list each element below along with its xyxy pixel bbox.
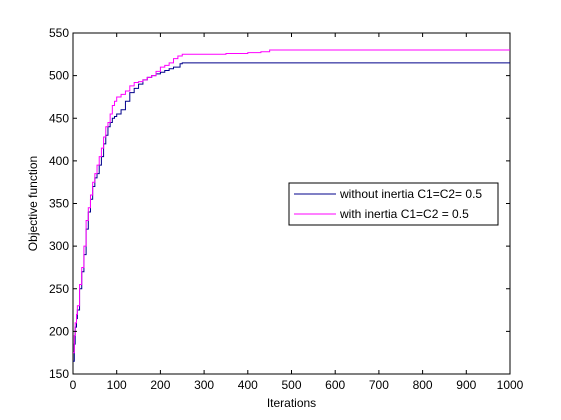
y-tick-label: 550 bbox=[49, 26, 69, 40]
y-tick-label: 150 bbox=[49, 367, 69, 381]
x-tick-label: 400 bbox=[238, 378, 258, 392]
legend-label-without-inertia: without inertia C1=C2= 0.5 bbox=[339, 187, 482, 201]
x-tick-label: 900 bbox=[456, 378, 476, 392]
series-layer bbox=[73, 49, 510, 362]
y-tick-label: 250 bbox=[49, 282, 69, 296]
x-tick-label: 600 bbox=[325, 378, 345, 392]
x-tick-label: 0 bbox=[70, 378, 77, 392]
x-axis-ticks: 0 100 200 300 400 500 600 700 800 900 1000 bbox=[70, 33, 524, 392]
legend: without inertia C1=C2= 0.5 with inertia … bbox=[288, 182, 499, 226]
y-axis-label: Objective function bbox=[26, 156, 40, 251]
x-tick-label: 500 bbox=[281, 378, 301, 392]
legend-label-with-inertia: with inertia C1=C2 = 0.5 bbox=[339, 207, 469, 221]
y-tick-label: 200 bbox=[49, 324, 69, 338]
y-axis-ticks: 150 200 250 300 350 400 450 500 550 bbox=[49, 26, 510, 381]
x-tick-label: 1000 bbox=[497, 378, 524, 392]
y-tick-label: 500 bbox=[49, 69, 69, 83]
y-tick-label: 400 bbox=[49, 154, 69, 168]
y-tick-label: 450 bbox=[49, 111, 69, 125]
x-tick-label: 700 bbox=[369, 378, 389, 392]
x-tick-label: 100 bbox=[107, 378, 127, 392]
x-tick-label: 200 bbox=[150, 378, 170, 392]
x-tick-label: 300 bbox=[194, 378, 214, 392]
legend-box bbox=[288, 182, 499, 226]
x-tick-label: 800 bbox=[413, 378, 433, 392]
y-tick-label: 300 bbox=[49, 239, 69, 253]
x-axis-label: Iterations bbox=[267, 396, 316, 410]
series-line-1 bbox=[73, 49, 510, 354]
y-tick-label: 350 bbox=[49, 197, 69, 211]
